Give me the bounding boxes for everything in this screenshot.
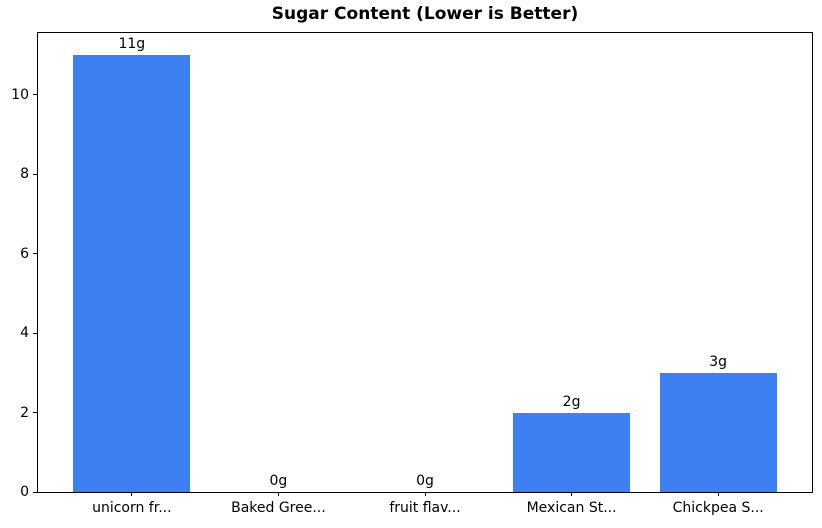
bar-value-label: 3g [709, 353, 728, 370]
y-tick-mark [33, 332, 37, 334]
y-tick-label: 10 [11, 86, 29, 103]
plot-area: 0 2 4 6 8 10 11g unicorn fr... 0g Baked Gree... 0g… [11, 32, 813, 516]
bar-value-label: 2g [562, 393, 581, 410]
y-tick-mark [33, 253, 37, 255]
x-tick-label: Baked Gree... [231, 500, 326, 516]
x-tick-mark [424, 492, 426, 496]
y-tick-mark [33, 412, 37, 414]
bar [512, 412, 631, 492]
y-tick-label: 6 [20, 245, 29, 262]
bar [659, 372, 777, 492]
chart-title: Sugar Content (Lower is Better) [271, 4, 579, 24]
y-tick-mark [33, 94, 37, 96]
y-tick-label: 8 [20, 166, 29, 183]
bar-value-label: 0g [416, 473, 434, 489]
bar-value-label: 11g [118, 35, 146, 52]
y-tick-mark [33, 173, 37, 175]
x-tick-mark [717, 492, 719, 496]
x-tick-label: unicorn fr... [92, 500, 172, 516]
x-tick-mark [571, 492, 573, 496]
y-tick-label: 4 [20, 325, 29, 342]
y-tick-mark [33, 491, 37, 493]
x-tick-label: fruit flav... [389, 500, 461, 516]
x-tick-label: Chickpea S... [672, 500, 764, 516]
x-tick-label: Mexican St... [526, 500, 617, 516]
y-tick-label: 2 [20, 404, 29, 421]
x-tick-mark [131, 492, 133, 496]
bar [73, 54, 191, 492]
bar-value-label: 0g [269, 473, 288, 489]
x-tick-mark [277, 492, 279, 496]
y-tick-label: 0 [20, 484, 29, 500]
